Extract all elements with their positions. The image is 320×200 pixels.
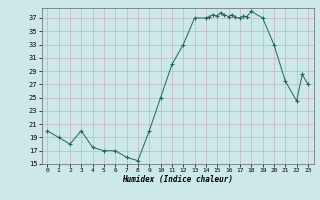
X-axis label: Humidex (Indice chaleur): Humidex (Indice chaleur) bbox=[122, 175, 233, 184]
